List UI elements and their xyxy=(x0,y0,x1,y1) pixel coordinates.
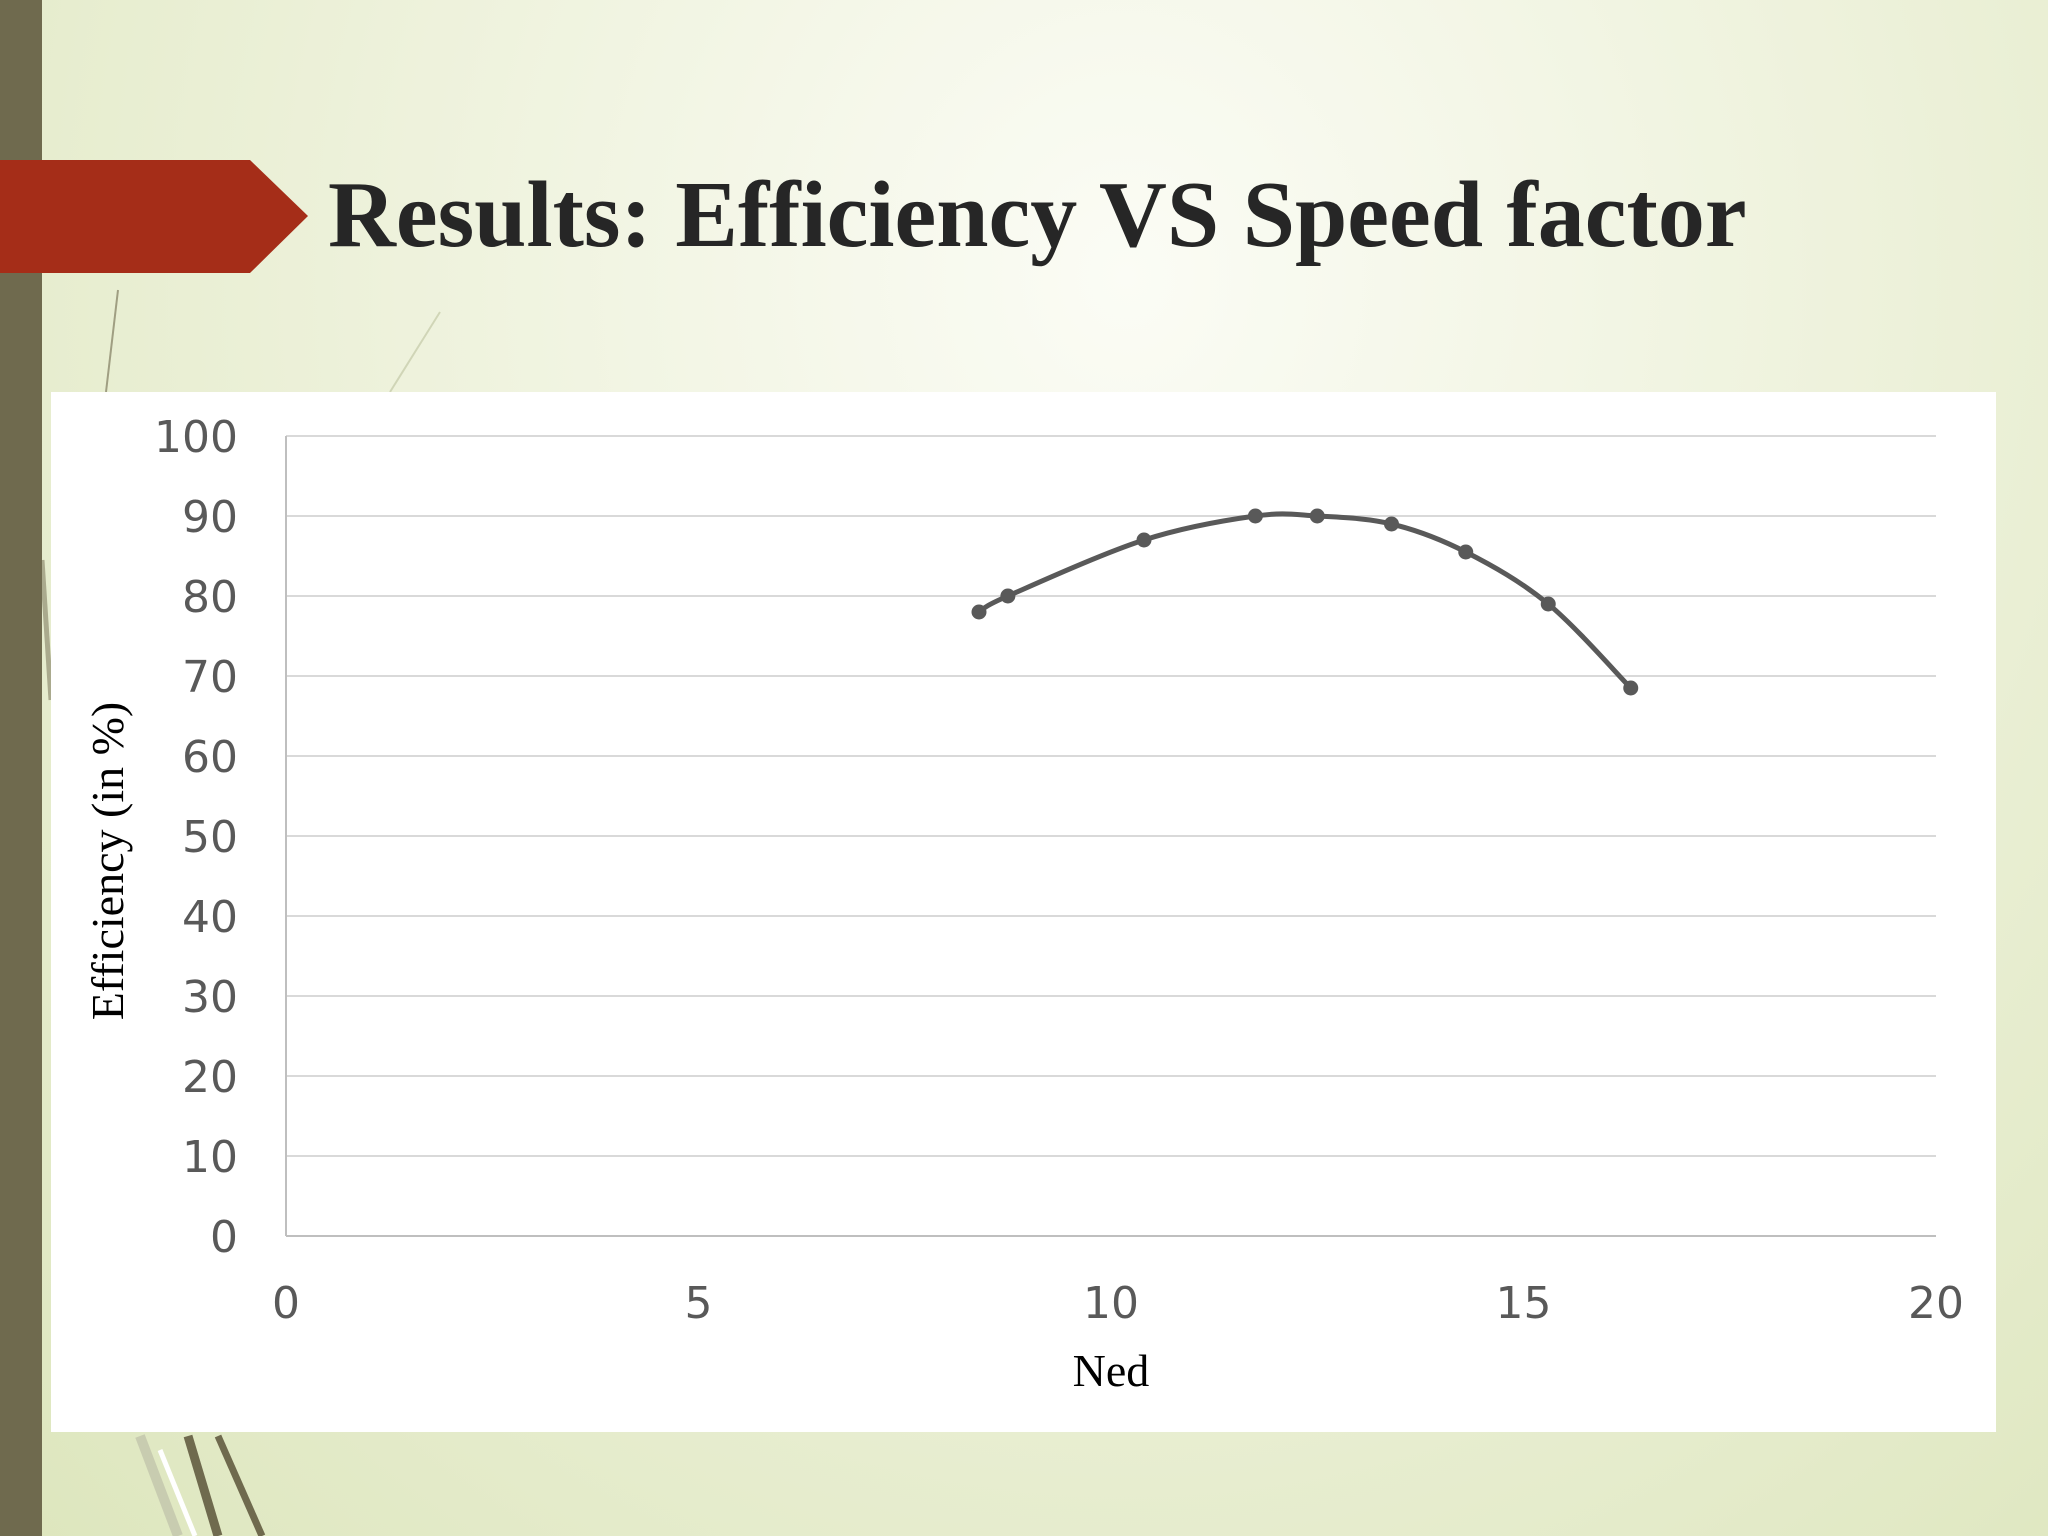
data-point xyxy=(971,604,987,620)
y-tick-label: 90 xyxy=(182,492,238,543)
data-point xyxy=(1540,596,1556,612)
grid-lines xyxy=(286,435,1936,1157)
y-tick-label: 70 xyxy=(182,652,238,703)
y-tick-labels: 0 10 20 30 40 50 60 70 80 90 100 xyxy=(154,412,238,1263)
x-tick-labels: 0 5 10 15 20 xyxy=(272,1278,1964,1329)
axes xyxy=(285,436,1936,1237)
data-point xyxy=(1384,516,1399,532)
y-tick-label: 50 xyxy=(182,812,238,863)
slide-title: Results: Efficiency VS Speed factor xyxy=(328,163,1747,267)
y-tick-label: 0 xyxy=(210,1212,238,1263)
chart-panel: 0 10 20 30 40 50 60 70 80 90 100 0 5 10 15 20 Ned Effi… xyxy=(51,392,1996,1432)
efficiency-chart: 0 10 20 30 40 50 60 70 80 90 100 0 5 10 15 20 Ned Effi… xyxy=(82,412,1964,1396)
y-tick-label: 30 xyxy=(182,972,238,1023)
y-tick-label: 60 xyxy=(182,732,238,783)
series-layer xyxy=(971,508,1639,696)
x-tick-label: 20 xyxy=(1908,1278,1964,1329)
y-tick-label: 40 xyxy=(182,892,238,943)
y-tick-label: 100 xyxy=(154,412,238,463)
y-tick-label: 80 xyxy=(182,572,238,623)
x-tick-label: 15 xyxy=(1496,1278,1552,1329)
y-tick-label: 20 xyxy=(182,1052,238,1103)
y-tick-label: 10 xyxy=(182,1132,238,1183)
x-tick-label: 5 xyxy=(685,1278,713,1329)
data-point xyxy=(1000,588,1016,604)
data-point xyxy=(1136,532,1152,548)
x-tick-label: 0 xyxy=(272,1278,300,1329)
series-line xyxy=(977,511,1633,690)
title-arrow-shape xyxy=(0,160,308,273)
data-point xyxy=(1247,508,1263,524)
data-point xyxy=(1309,508,1325,524)
y-axis-title: Efficiency (in %) xyxy=(82,702,133,1020)
data-point xyxy=(1458,544,1474,560)
x-axis-title: Ned xyxy=(1073,1345,1150,1396)
x-tick-label: 10 xyxy=(1083,1278,1139,1329)
data-point xyxy=(1623,680,1639,696)
